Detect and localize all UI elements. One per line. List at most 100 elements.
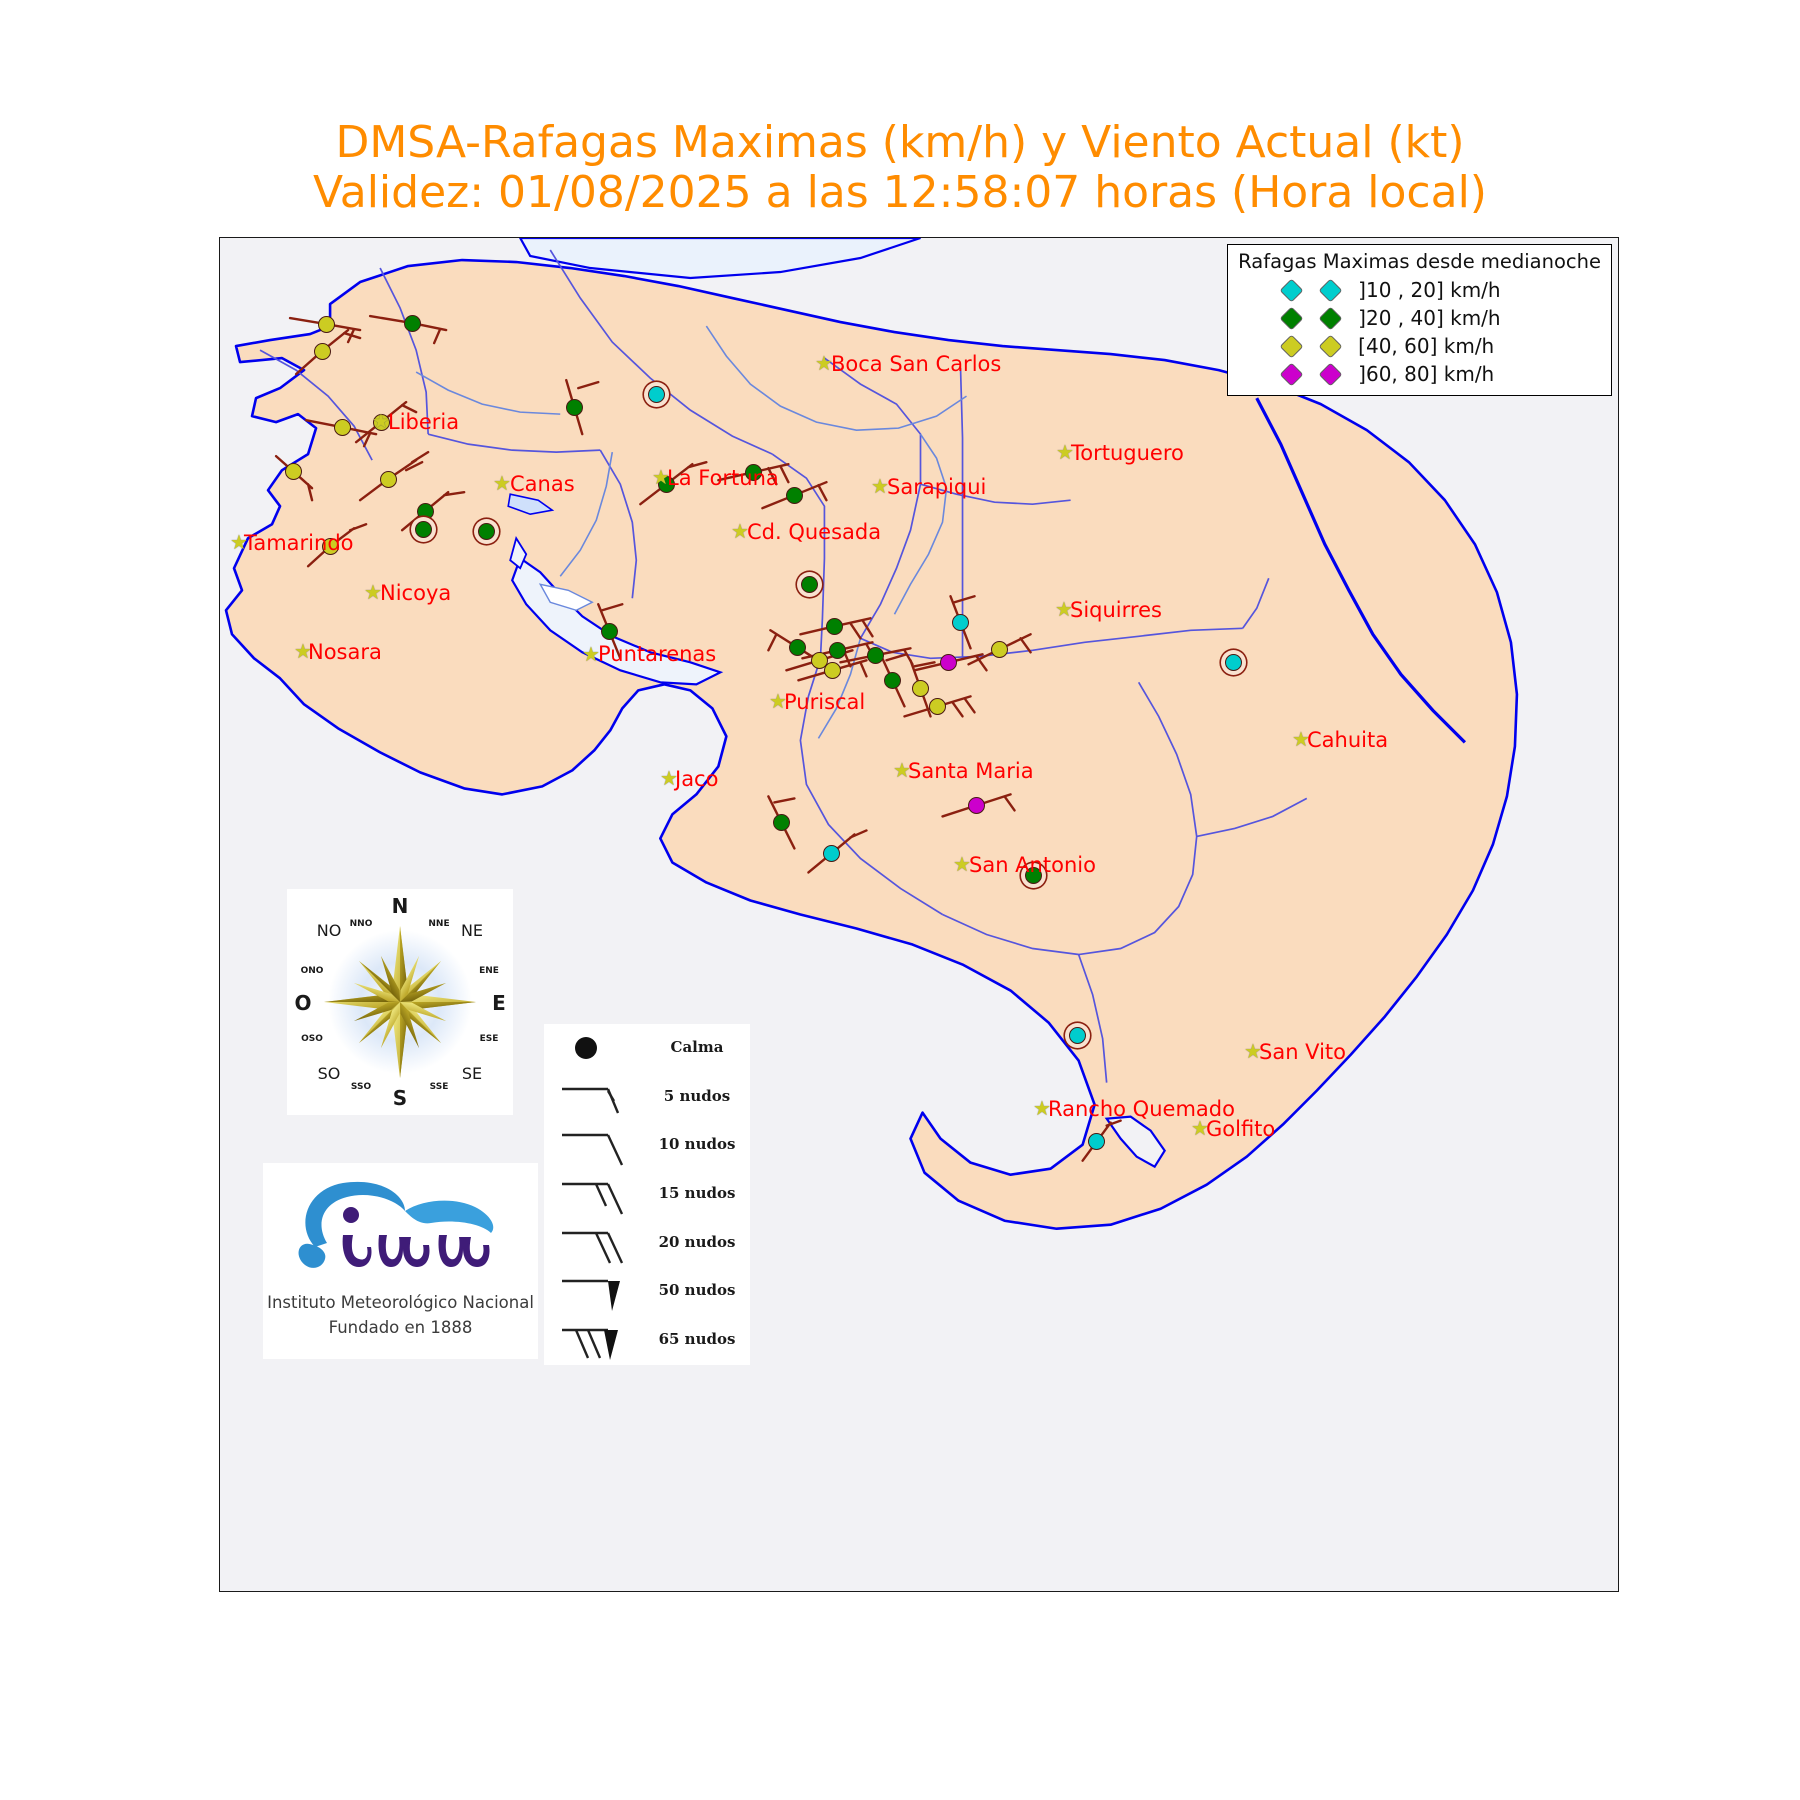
- gust-swatch-icon: [1279, 277, 1304, 303]
- city-label: Cd. Quesada: [747, 520, 882, 544]
- costa-rica-map-graphic: [220, 238, 1618, 1591]
- city-label: Golfito: [1206, 1117, 1276, 1141]
- city-star-icon: ★: [893, 758, 911, 782]
- station-marker[interactable]: [414, 520, 432, 538]
- city-star-icon: ★: [815, 351, 833, 375]
- gust-swatch-icon: [1279, 305, 1304, 331]
- gust-legend: Rafagas Maximas desde medianoche ]10 , 2…: [1227, 244, 1612, 396]
- barb-label-10: 10 nudos: [658, 1135, 736, 1154]
- station-marker[interactable]: [883, 671, 901, 689]
- city-label: La Fortuna: [667, 466, 779, 490]
- map-canvas[interactable]: Rafagas Maximas desde medianoche ]10 , 2…: [219, 237, 1619, 1592]
- station-marker[interactable]: [828, 641, 846, 659]
- barb-legend-row-5: 5 nudos: [544, 1073, 750, 1122]
- city-star-icon: ★: [1244, 1039, 1262, 1063]
- station-marker[interactable]: [785, 486, 803, 504]
- compass-label-e: E: [492, 991, 506, 1015]
- station-marker[interactable]: [1068, 1026, 1086, 1044]
- station-marker[interactable]: [939, 653, 957, 671]
- station-marker[interactable]: [788, 638, 806, 656]
- barb-label-65: 65 nudos: [658, 1330, 736, 1349]
- title-line-1: DMSA-Rafagas Maximas (km/h) y Viento Act…: [335, 117, 1465, 168]
- station-marker[interactable]: [951, 613, 969, 631]
- city-star-icon: ★: [1191, 1116, 1209, 1140]
- station-marker[interactable]: [990, 640, 1008, 658]
- city-star-icon: ★: [294, 639, 312, 663]
- station-marker[interactable]: [477, 522, 495, 540]
- barb-legend-row-20: 20 nudos: [544, 1219, 750, 1268]
- city-star-icon: ★: [769, 689, 787, 713]
- station-marker[interactable]: [825, 617, 843, 635]
- station-marker[interactable]: [911, 679, 929, 697]
- city-star-icon: ★: [953, 852, 971, 876]
- gust-legend-row-1: ]10 , 20] km/h: [1238, 276, 1601, 304]
- city-star-icon: ★: [582, 642, 600, 666]
- compass-label-ese: ESE: [480, 1034, 499, 1044]
- station-marker[interactable]: [866, 646, 884, 664]
- station-marker[interactable]: [928, 697, 946, 715]
- compass-label-oso: OSO: [301, 1034, 323, 1044]
- station-marker[interactable]: [379, 470, 397, 488]
- gust-legend-label-3: [40, 60] km/h: [1358, 334, 1495, 358]
- station-marker[interactable]: [1087, 1132, 1105, 1150]
- station-marker[interactable]: [416, 502, 434, 520]
- barb-legend-row-10: 10 nudos: [544, 1121, 750, 1170]
- city-star-icon: ★: [1056, 440, 1074, 464]
- gust-swatch-icon: [1318, 361, 1343, 387]
- compass-label-nno: NNO: [350, 919, 373, 929]
- station-marker[interactable]: [823, 661, 841, 679]
- title-line-2: Validez: 01/08/2025 a las 12:58:07 horas…: [313, 167, 1487, 219]
- station-marker[interactable]: [321, 537, 339, 555]
- station-marker[interactable]: [657, 475, 675, 493]
- station-marker[interactable]: [600, 622, 618, 640]
- station-marker[interactable]: [822, 844, 840, 862]
- city-label: Sarapiqui: [887, 475, 987, 499]
- city-label: Nosara: [308, 640, 382, 664]
- station-marker[interactable]: [1024, 866, 1042, 884]
- station-marker[interactable]: [372, 413, 390, 431]
- station-marker[interactable]: [313, 342, 331, 360]
- imn-logo-line-2: Fundado en 1888: [328, 1318, 473, 1337]
- city-label: Jaco: [675, 767, 719, 791]
- gust-legend-title: Rafagas Maximas desde medianoche: [1238, 250, 1601, 273]
- city-star-icon: ★: [660, 766, 678, 790]
- station-marker[interactable]: [284, 462, 302, 480]
- station-marker[interactable]: [317, 315, 335, 333]
- compass-label-o: O: [294, 991, 311, 1015]
- station-marker[interactable]: [967, 796, 985, 814]
- city-label: Siquirres: [1070, 598, 1162, 622]
- station-marker[interactable]: [647, 385, 665, 403]
- barb-label-5: 5 nudos: [663, 1086, 731, 1105]
- gust-legend-label-1: ]10 , 20] km/h: [1358, 278, 1501, 302]
- city-label: San Antonio: [969, 853, 1096, 877]
- station-marker[interactable]: [403, 314, 421, 332]
- city-label: Canas: [510, 472, 575, 496]
- station-marker[interactable]: [772, 813, 790, 831]
- city-star-icon: ★: [493, 471, 511, 495]
- gust-swatch-group-4: [1238, 361, 1350, 387]
- station-marker[interactable]: [1224, 653, 1242, 671]
- city-star-icon: ★: [1292, 727, 1310, 751]
- barb-label-15: 15 nudos: [658, 1184, 736, 1203]
- city-star-icon: ★: [731, 519, 749, 543]
- station-marker[interactable]: [333, 418, 351, 436]
- gust-swatch-icon: [1318, 333, 1343, 359]
- city-star-icon: ★: [364, 580, 382, 604]
- compass-label-ne: NE: [461, 921, 483, 940]
- calm-dot-icon: [575, 1037, 597, 1059]
- city-label: Nicoya: [380, 581, 452, 605]
- station-marker[interactable]: [565, 398, 583, 416]
- barb-label-50: 50 nudos: [658, 1281, 736, 1300]
- station-marker[interactable]: [810, 651, 828, 669]
- one-barb-icon: [562, 1134, 624, 1166]
- city-label: San Vito: [1259, 1040, 1347, 1064]
- station-marker[interactable]: [800, 575, 818, 593]
- wind-barb-legend: Calma 5 nudos 10 nudos: [544, 1024, 750, 1365]
- station-marker[interactable]: [744, 463, 762, 481]
- pennant-icon: [562, 1280, 620, 1312]
- barb-label-calma: Calma: [670, 1038, 724, 1056]
- city-label: Puriscal: [784, 690, 866, 714]
- city-star-icon: ★: [372, 409, 390, 433]
- city-star-icon: ★: [230, 530, 248, 554]
